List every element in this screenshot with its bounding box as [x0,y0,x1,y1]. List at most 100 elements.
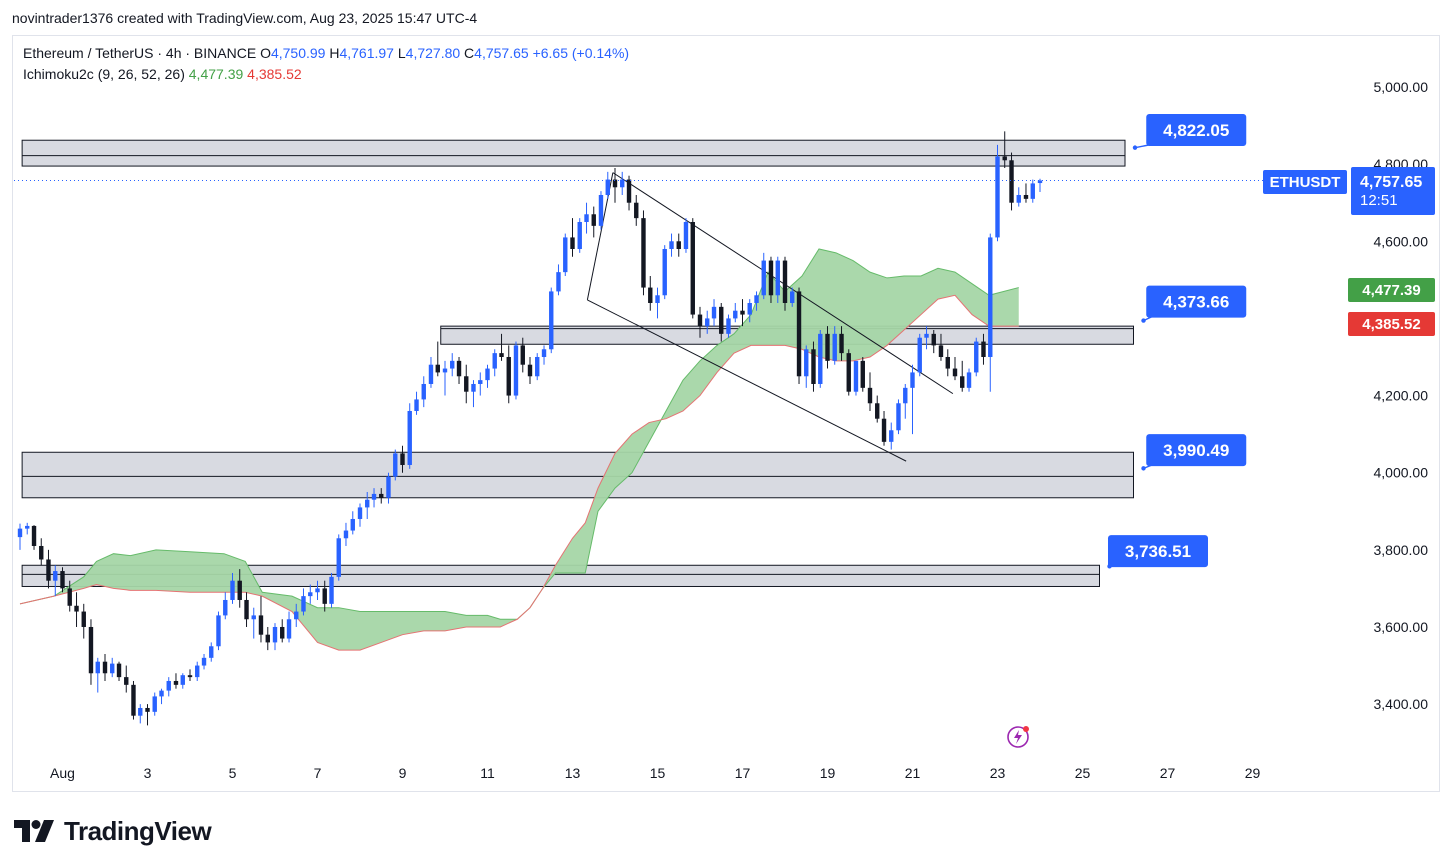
candle [166,677,171,697]
candle-body [860,360,865,388]
candle-body [790,291,795,303]
candle-body [626,179,632,203]
indicator-legend: Ichimoku2c (9, 26, 52, 26) 4,477.39 4,38… [23,66,302,82]
candle [350,511,355,535]
bar-countdown-text: 12:51 [1360,191,1398,209]
candle [223,592,228,620]
candle-body [754,295,759,303]
candle-body [251,615,256,620]
candle-body [230,580,235,600]
candle [371,488,377,508]
candle-body [726,318,731,334]
candle [867,372,873,411]
candle-body [825,333,830,361]
candle [265,626,270,651]
candle [846,349,851,396]
candle [669,233,674,257]
candle [322,580,327,612]
tradingview-logo[interactable]: TradingView [14,816,212,846]
time-tick-label: 23 [990,765,1006,781]
tradingview-logo-icon [14,820,54,842]
candle [733,302,738,323]
candle-body [294,611,299,620]
time-tick-label: 21 [905,765,921,781]
candle-body [740,310,745,315]
candle-body [343,530,349,539]
candle [556,264,561,296]
candle [705,310,710,334]
candle [945,349,950,377]
time-tick-label: 13 [565,765,581,781]
candle [931,329,936,354]
candle-body [180,675,185,685]
callout-anchor-dot [1132,145,1138,150]
indicator-name[interactable]: Ichimoku2c (9, 26, 52, 26) [23,66,185,82]
candle [591,206,596,238]
candle-body [889,430,894,442]
candle-body [435,364,440,373]
candle [1009,152,1014,211]
candle [605,171,610,199]
candle [201,653,207,670]
time-tick-label: 17 [735,765,751,781]
candle [952,356,958,381]
candle-body [286,619,292,639]
candle-body [124,677,129,685]
ichimoku-cloud [19,248,1019,651]
candle [520,337,525,373]
flash-icon[interactable] [1006,724,1030,748]
candle [53,565,58,597]
candle-body [683,221,689,249]
candle-body [421,383,426,400]
candle-body [145,707,150,712]
candle [60,567,65,593]
candle [31,525,37,550]
candle-body [811,349,816,384]
candle [541,345,547,365]
candle [237,569,242,608]
candle-body [697,314,703,327]
candle-body [705,318,710,327]
ticker-badge[interactable]: ETHUSDT [1263,170,1347,194]
candle [393,449,398,481]
candle-body [265,634,270,643]
candle-body [159,690,164,697]
candle-body [25,525,30,529]
close-value: 4,757.65 [474,45,529,61]
zone-labels-layer: 4,822.05 4,373.66 3,990.49 3,736.51 [1107,113,1247,569]
candle [881,410,887,446]
candle-body [499,353,504,357]
candle [903,383,908,419]
candle-body [952,368,958,377]
candle [17,523,23,550]
candle-body [938,345,944,357]
candle [110,657,115,678]
candle [67,580,72,612]
candle [719,302,724,342]
candle [782,256,788,311]
candle-body [74,605,79,612]
candle-body [960,376,965,388]
candle [690,218,695,319]
current-price-text: 4,757.65 [1360,173,1423,191]
candle-body [1023,194,1029,199]
candle [329,572,334,608]
candle-body [237,580,242,600]
candle-body [641,218,646,288]
candle-body [761,260,766,296]
candle-body [471,383,476,392]
zone-price-callout [1146,285,1247,318]
candle [924,326,929,350]
candle-body [981,341,986,357]
candle-body [386,476,391,498]
candle [697,306,703,338]
candle-body [655,295,660,303]
candle [598,191,604,230]
candle [740,299,745,327]
candle-body [60,571,65,589]
candle-body [917,337,922,373]
candle-body [201,657,207,666]
symbol-name[interactable]: Ethereum / TetherUS · 4h · BINANCE [23,45,257,61]
candle [747,299,752,323]
